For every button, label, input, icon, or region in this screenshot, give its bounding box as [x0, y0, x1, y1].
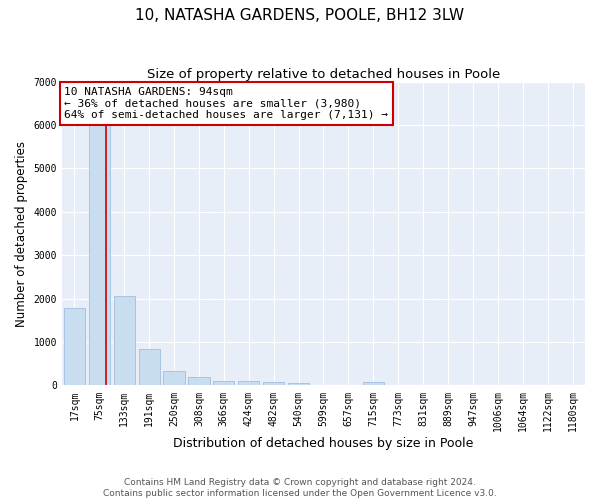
- Bar: [188, 377, 209, 386]
- Bar: [163, 370, 185, 386]
- Bar: [113, 296, 135, 386]
- Bar: [64, 308, 85, 386]
- Bar: [263, 382, 284, 386]
- Bar: [238, 381, 259, 386]
- Bar: [362, 382, 384, 386]
- Bar: [89, 120, 110, 386]
- Text: 10, NATASHA GARDENS, POOLE, BH12 3LW: 10, NATASHA GARDENS, POOLE, BH12 3LW: [136, 8, 464, 22]
- X-axis label: Distribution of detached houses by size in Poole: Distribution of detached houses by size …: [173, 437, 473, 450]
- Y-axis label: Number of detached properties: Number of detached properties: [15, 140, 28, 326]
- Bar: [213, 380, 235, 386]
- Text: Contains HM Land Registry data © Crown copyright and database right 2024.
Contai: Contains HM Land Registry data © Crown c…: [103, 478, 497, 498]
- Text: 10 NATASHA GARDENS: 94sqm
← 36% of detached houses are smaller (3,980)
64% of se: 10 NATASHA GARDENS: 94sqm ← 36% of detac…: [64, 87, 388, 120]
- Bar: [139, 350, 160, 386]
- Title: Size of property relative to detached houses in Poole: Size of property relative to detached ho…: [147, 68, 500, 80]
- Bar: [288, 383, 309, 386]
